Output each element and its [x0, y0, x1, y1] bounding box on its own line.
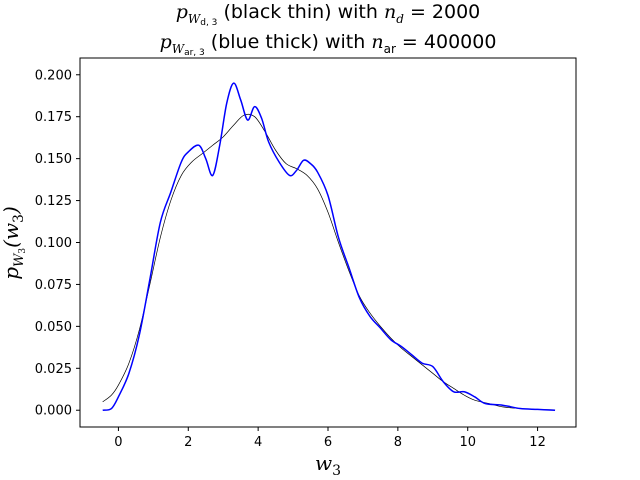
series-layer [102, 82, 556, 411]
x-tick-label: 2 [184, 435, 192, 450]
y-tick-label: 0.075 [35, 278, 72, 293]
x-tick-label: 12 [529, 435, 546, 450]
series-line-black-thin [102, 113, 556, 411]
plot-area [79, 57, 577, 428]
x-axis-label: w3 [315, 451, 341, 479]
y-axis-label: pW3(w3) [0, 206, 28, 280]
y-tick-label: 0.175 [35, 110, 72, 125]
x-tick-label: 10 [459, 435, 476, 450]
chart-title-line-1: pWd, 3 (black thin) with nd = 2000 [176, 1, 481, 28]
svg-text:pW3(w3): pW3(w3) [0, 206, 28, 280]
y-tick-label: 0.125 [35, 194, 72, 209]
x-tick-label: 0 [114, 435, 122, 450]
x-tick-label: 8 [394, 435, 402, 450]
y-tick-label: 0.025 [35, 362, 72, 377]
y-tick-label: 0.200 [35, 68, 72, 83]
x-tick-label: 4 [254, 435, 262, 450]
y-tick-label: 0.000 [35, 404, 72, 419]
chart-title: pWd, 3 (black thin) with nd = 2000 pWar,… [160, 1, 497, 58]
series-line-blue-thick [102, 82, 556, 411]
y-tick-label: 0.100 [35, 236, 72, 251]
y-axis-ticks: 0.000 0.025 0.050 0.075 0.100 0.125 0.150 0.175… [35, 68, 80, 419]
y-tick-label: 0.150 [35, 152, 72, 167]
x-axis-ticks: 0 2 4 6 8 10 12 [114, 427, 546, 450]
chart-title-line-2: pWar, 3 (blue thick) with nar = 400000 [160, 31, 497, 58]
y-tick-label: 0.050 [35, 320, 72, 335]
x-tick-label: 6 [324, 435, 332, 450]
